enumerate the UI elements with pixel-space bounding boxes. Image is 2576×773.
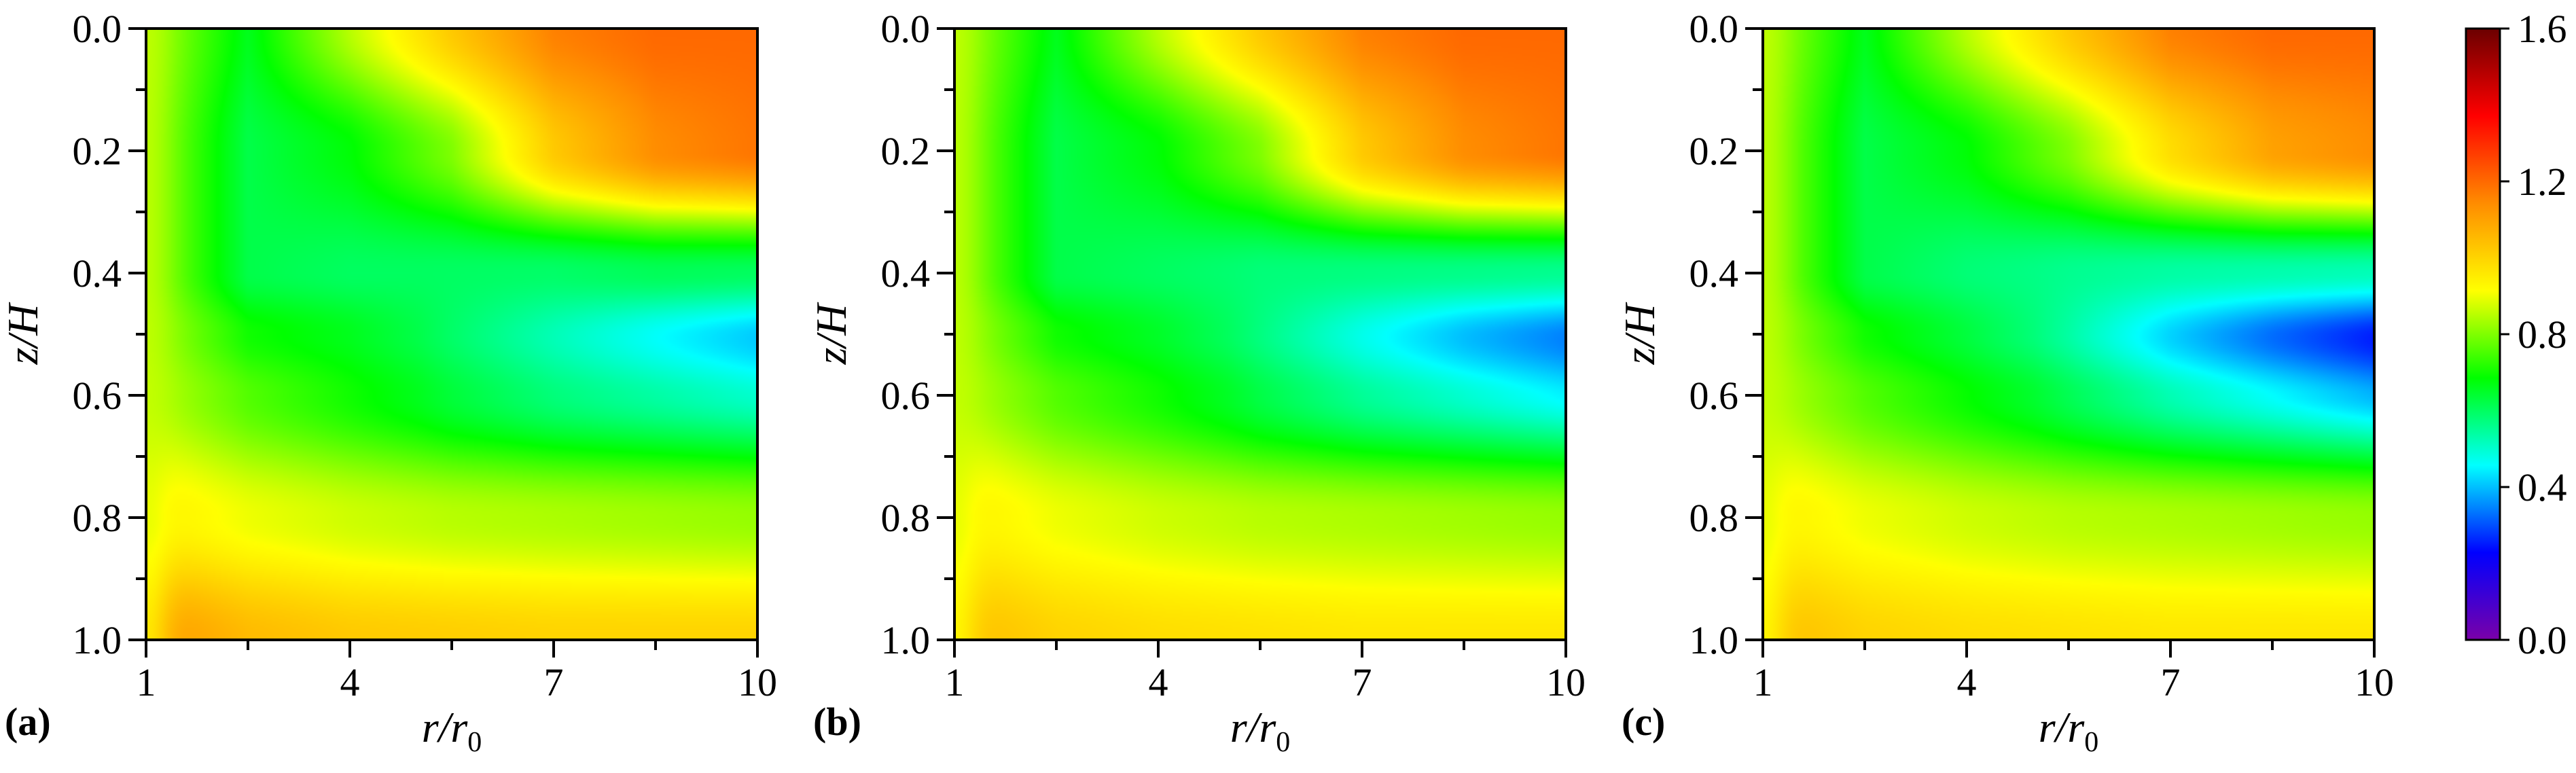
colorbar-tick-label: 0.0	[2518, 618, 2567, 662]
panels: 1 4 7 10 0.0 0.2 0.4 0.6 0.8 1.0 r/r0 z/H (a) 1 4 7 10 0.…	[0, 7, 2394, 758]
x-tick-label: 10	[738, 660, 777, 704]
y-tick-label: 0.6	[881, 374, 931, 418]
y-tick-label: 1.0	[881, 618, 931, 662]
y-tick-label: 0.8	[881, 496, 931, 540]
x-tick-label: 7	[544, 660, 564, 704]
colorbar-tick-label: 0.8	[2518, 312, 2567, 357]
panel-label: (c)	[1622, 700, 1665, 744]
y-tick-label: 0.2	[1689, 129, 1739, 173]
colorbar-tick-label: 0.4	[2518, 465, 2567, 509]
x-tick-label: 1	[945, 660, 965, 704]
y-tick-label: 0.2	[73, 129, 122, 173]
y-axis-title: z/H	[1615, 302, 1664, 365]
y-tick-label: 0.0	[73, 7, 122, 51]
x-tick-label: 7	[1353, 660, 1372, 704]
y-tick-label: 1.0	[73, 618, 122, 662]
colorbar-tick-label: 1.2	[2518, 160, 2567, 204]
x-tick-label: 1	[137, 660, 156, 704]
y-axis-title: z/H	[0, 302, 47, 365]
x-tick-label: 4	[1149, 660, 1168, 704]
y-tick-label: 0.0	[1689, 7, 1739, 51]
y-tick-label: 0.6	[1689, 374, 1739, 418]
y-axis-title: z/H	[807, 302, 855, 365]
x-tick-label: 7	[2161, 660, 2181, 704]
heatmap-surface	[954, 29, 1566, 640]
panel-b: 1 4 7 10 0.0 0.2 0.4 0.6 0.8 1.0 r/r0 z/H (b)	[807, 7, 1586, 758]
y-tick-label: 0.0	[881, 7, 931, 51]
heatmap-surface	[146, 29, 757, 640]
y-tick-label: 0.8	[73, 496, 122, 540]
colorbar-gradient	[2465, 27, 2501, 641]
x-axis-title: r/r0	[2039, 703, 2099, 758]
y-tick-label: 0.6	[73, 374, 122, 418]
panel-c: 1 4 7 10 0.0 0.2 0.4 0.6 0.8 1.0 r/r0 z/H (c)	[1615, 7, 2394, 758]
colorbar: 0.0 0.4 0.8 1.2 1.6	[2465, 7, 2567, 662]
y-tick-label: 1.0	[1689, 618, 1739, 662]
x-tick-label: 4	[340, 660, 360, 704]
x-axis-title: r/r0	[422, 703, 482, 758]
colorbar-tick-label: 1.6	[2518, 7, 2567, 51]
panel-label: (a)	[5, 700, 51, 744]
panel-label: (b)	[813, 700, 861, 744]
y-tick-label: 0.2	[881, 129, 931, 173]
y-tick-label: 0.4	[881, 251, 931, 295]
x-tick-label: 4	[1957, 660, 1977, 704]
x-tick-label: 1	[1753, 660, 1773, 704]
y-tick-label: 0.4	[1689, 251, 1739, 295]
panel-a: 1 4 7 10 0.0 0.2 0.4 0.6 0.8 1.0 r/r0 z/H (a)	[0, 7, 777, 758]
x-tick-label: 10	[2355, 660, 2394, 704]
y-tick-label: 0.8	[1689, 496, 1739, 540]
x-tick-label: 10	[1546, 660, 1586, 704]
y-tick-label: 0.4	[73, 251, 122, 295]
heatmap-surface	[1763, 29, 2374, 640]
x-axis-title: r/r0	[1230, 703, 1291, 758]
